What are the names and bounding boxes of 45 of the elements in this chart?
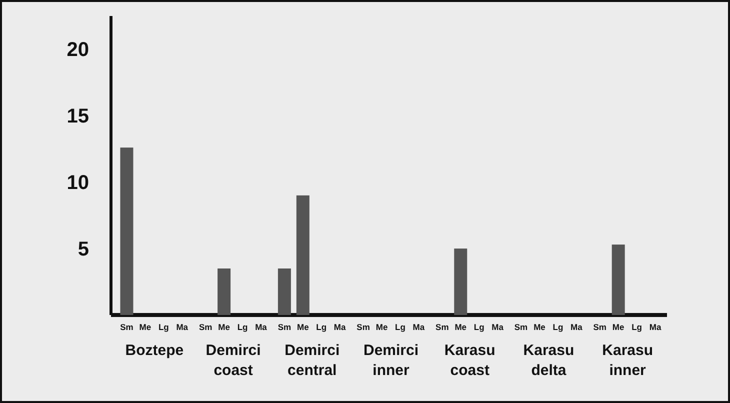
- text: Me: [534, 322, 546, 332]
- text: Lg: [316, 322, 327, 332]
- series-label: Sm: [120, 322, 134, 332]
- x-tick-label: Demirci inner: [363, 342, 419, 379]
- bar: [454, 248, 468, 315]
- text: Me: [454, 322, 467, 332]
- text: Lg: [395, 322, 406, 332]
- x-tick-label: Demirci coast: [206, 342, 261, 379]
- text: Lg: [632, 322, 642, 332]
- text: Ma: [649, 322, 662, 332]
- text: Me: [297, 322, 309, 332]
- bar: [296, 195, 310, 315]
- text: Sm: [514, 322, 528, 332]
- text: Ma: [412, 322, 425, 332]
- text: Ma: [176, 322, 188, 332]
- x-tick-label: Karasu delta: [523, 342, 574, 379]
- y-tick-label: 10: [66, 172, 89, 194]
- text: Lg: [237, 322, 248, 332]
- text: Lg: [158, 322, 169, 332]
- text: Ma: [570, 322, 582, 332]
- x-tick-label: Boztepe: [125, 342, 184, 359]
- text: Ma: [334, 322, 346, 332]
- text: Sm: [198, 322, 212, 332]
- y-tick-label: 5: [78, 238, 89, 261]
- x-tick-label: Karasu coast: [444, 342, 496, 379]
- text: Lg: [474, 322, 484, 332]
- series-label: Me: [218, 322, 230, 332]
- text: Sm: [436, 322, 449, 332]
- bar: [278, 268, 291, 315]
- text: Lg: [552, 322, 564, 332]
- text: Ma: [492, 322, 504, 332]
- bar: [120, 148, 134, 315]
- text: Me: [612, 322, 624, 332]
- y-tick-label: 20: [66, 39, 89, 62]
- x-tick-label: Demirci central: [284, 342, 340, 379]
- text: Me: [139, 322, 152, 332]
- y-tick-label: 15: [66, 106, 89, 128]
- text: Me: [376, 322, 388, 332]
- bar: [218, 268, 231, 315]
- x-tick-label: Karasu inner: [602, 342, 653, 379]
- text: Sm: [593, 322, 606, 332]
- text: Sm: [278, 322, 292, 332]
- bar: [612, 244, 625, 315]
- text: Sm: [356, 322, 370, 332]
- text: Ma: [255, 322, 267, 332]
